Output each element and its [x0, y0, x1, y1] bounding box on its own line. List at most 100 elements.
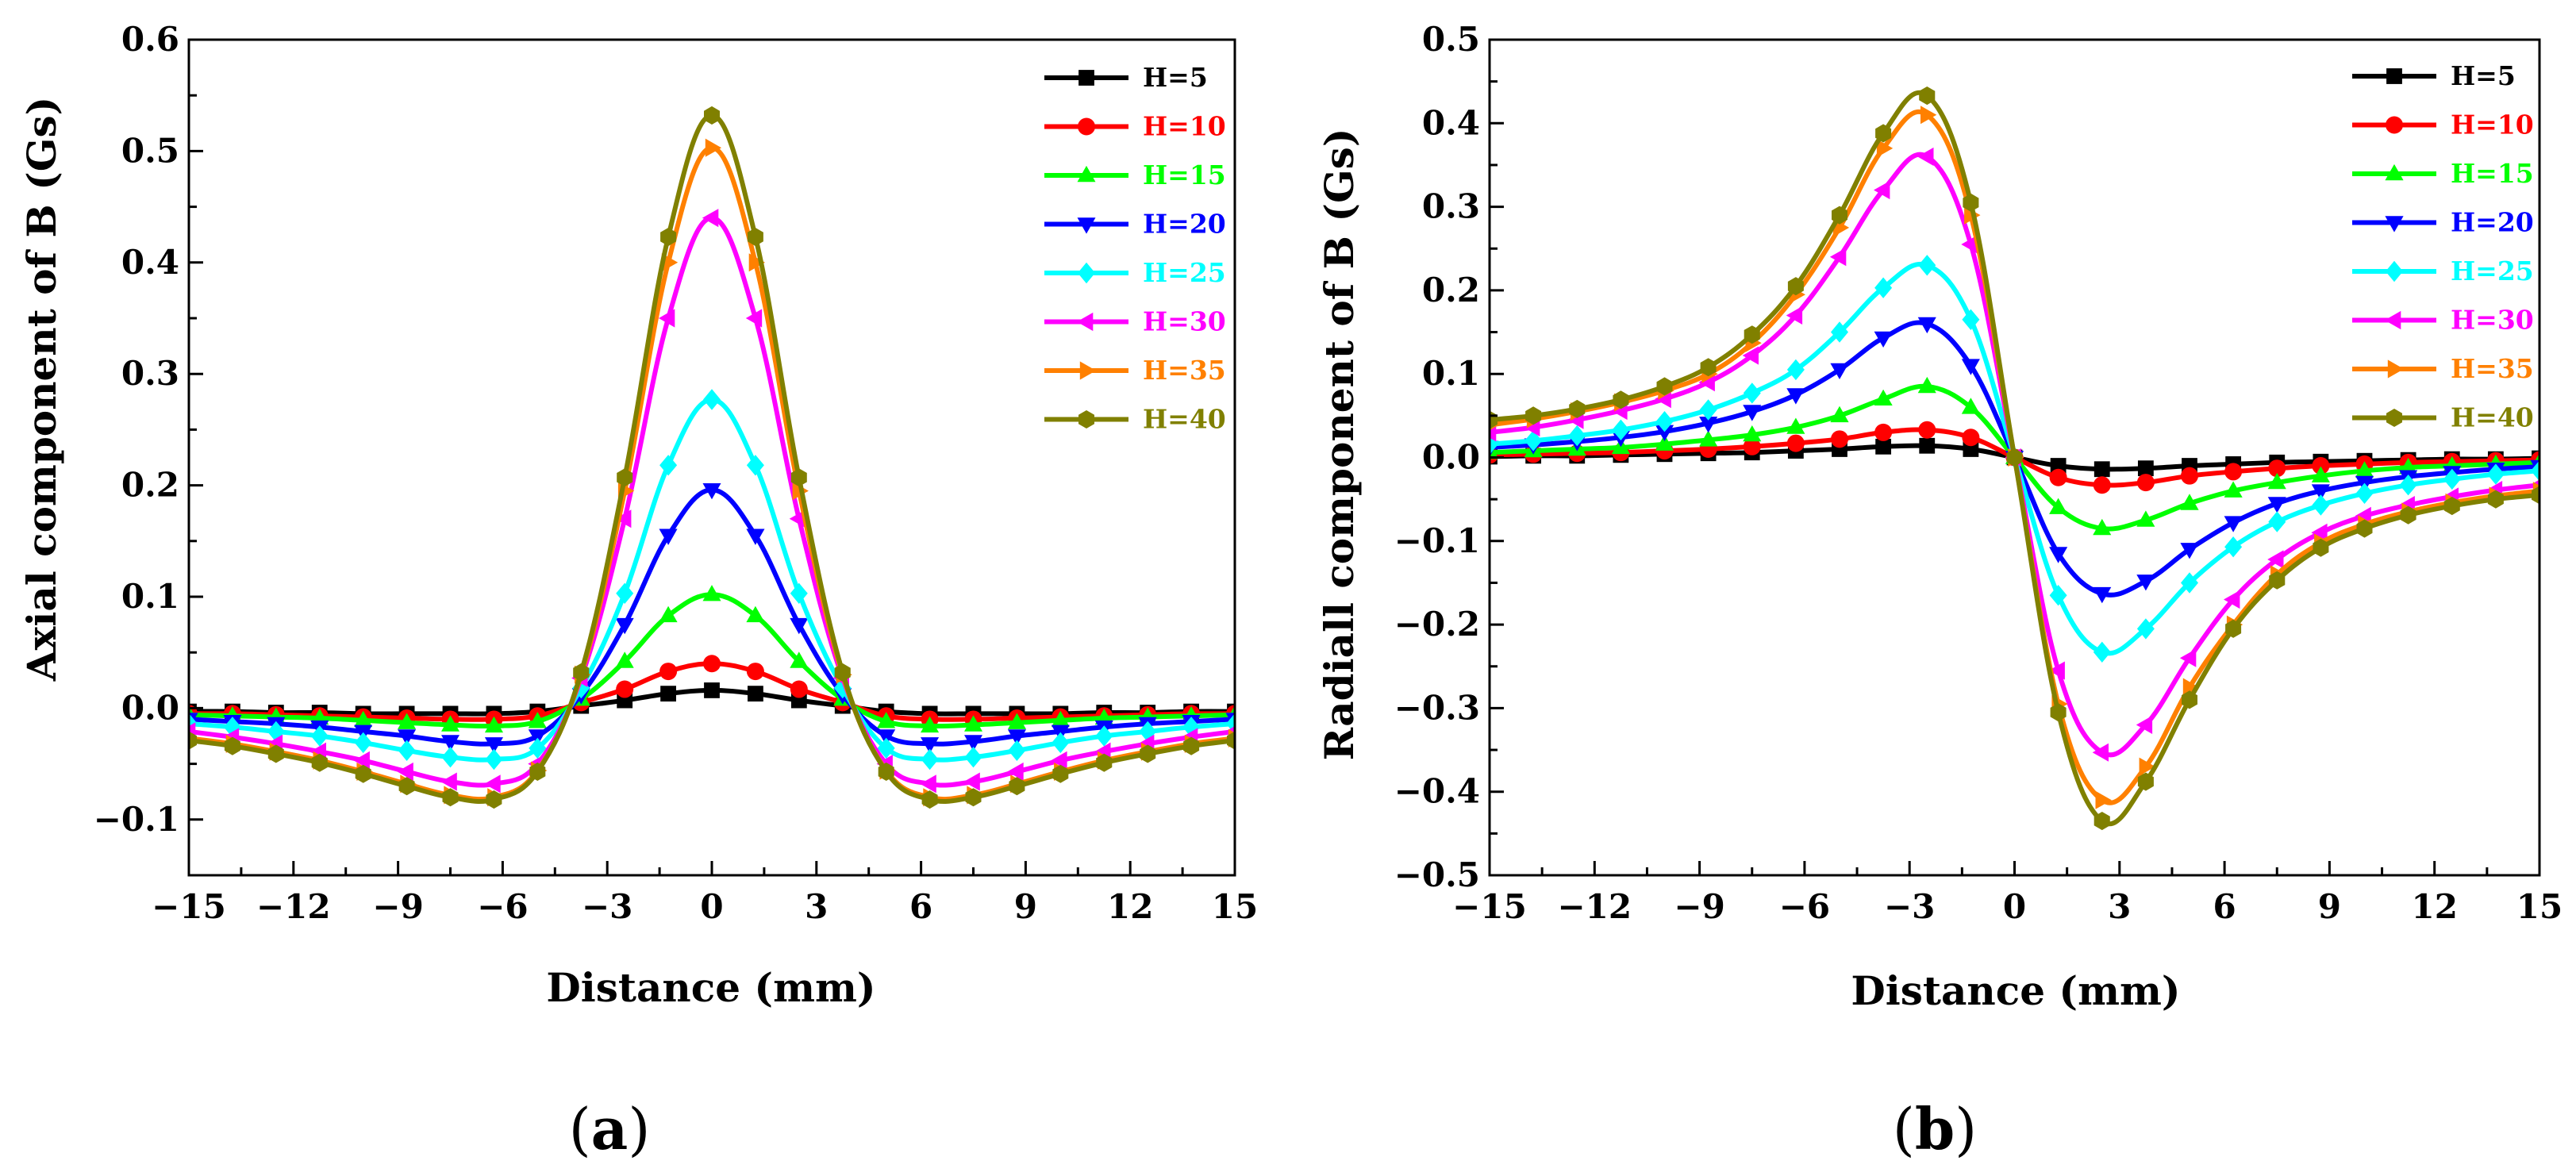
data-point	[964, 735, 982, 751]
data-point	[659, 605, 678, 623]
legend-label: H=10	[1143, 111, 1226, 142]
data-point	[2136, 510, 2155, 527]
data-point	[965, 788, 982, 807]
data-point	[2224, 536, 2243, 558]
data-point	[1612, 419, 1630, 440]
y-axis-title-b: Radiall component of B (Gs)	[1316, 129, 1363, 761]
data-point	[354, 710, 373, 728]
legend-item: H=5	[1044, 62, 1208, 93]
data-point	[1917, 147, 1934, 166]
data-point	[2312, 457, 2330, 475]
data-point	[1875, 438, 1892, 455]
legend-marker	[2386, 116, 2403, 134]
data-point	[745, 309, 763, 328]
data-point	[189, 731, 197, 750]
data-point	[1829, 248, 1847, 267]
data-point	[1051, 710, 1070, 728]
data-point	[702, 483, 721, 500]
legend-marker	[1077, 165, 1096, 183]
data-point	[659, 528, 678, 545]
data-point	[267, 744, 284, 763]
legend-a: H=5 H=10 H=15 H=20 H=25 H=30 H=35 H=40	[1044, 62, 1226, 435]
data-point	[1920, 106, 1937, 125]
data-point	[2487, 490, 2504, 509]
data-point	[2049, 468, 2067, 486]
data-point	[1830, 405, 1849, 423]
x-tick-label: 15	[2516, 887, 2563, 926]
x-tick-label: 12	[1107, 887, 1153, 926]
legend-marker	[2387, 359, 2405, 379]
data-point	[2093, 461, 2110, 478]
y-tick-label: −0.4	[1394, 772, 1480, 811]
data-point	[2181, 467, 2198, 485]
x-tick-label: 15	[1212, 887, 1258, 926]
data-point	[2400, 505, 2416, 525]
data-point	[660, 686, 676, 702]
x-axis-b: −15 −12 −9 −6 −3 0 3 6 9 12 15	[1452, 861, 2563, 926]
data-point	[1962, 429, 1980, 447]
y-tick-label: 0.5	[1422, 20, 1480, 59]
data-point	[311, 753, 328, 772]
data-point	[877, 737, 895, 759]
data-point	[1786, 388, 1805, 405]
legend-marker	[1079, 361, 1097, 380]
legend-item: H=35	[2352, 353, 2534, 384]
data-point	[1919, 437, 1936, 454]
data-point	[398, 777, 415, 796]
data-point	[310, 725, 329, 747]
data-point	[484, 774, 501, 794]
data-point	[921, 790, 938, 809]
data-point	[1656, 377, 1673, 396]
data-point	[659, 663, 678, 681]
legend-item: H=35	[1044, 355, 1226, 386]
data-point	[1140, 744, 1156, 763]
chart-panel-b: H=5 H=10 H=15 H=20 H=25 H=30 H=35 H=40 −0.5 −0.4…	[1316, 20, 2563, 1163]
data-point	[615, 651, 634, 668]
data-point	[790, 468, 807, 487]
data-point	[2311, 484, 2330, 501]
data-point	[2049, 547, 2068, 563]
legend-item: H=15	[2352, 158, 2534, 189]
x-tick-label: −9	[372, 887, 423, 926]
x-axis-title-b: Distance (mm)	[1851, 967, 2180, 1014]
data-point	[1830, 363, 1849, 379]
legend-item: H=5	[2352, 60, 2516, 91]
data-point	[2048, 661, 2065, 680]
data-point	[2050, 703, 2067, 722]
data-point	[1918, 255, 1936, 276]
legend-item: H=20	[1044, 209, 1226, 240]
data-point	[1874, 277, 1893, 298]
y-tick-label: −0.1	[94, 800, 179, 839]
data-point	[353, 751, 370, 770]
x-tick-label: −15	[1452, 887, 1527, 926]
data-point	[1963, 193, 1979, 212]
data-point	[2224, 516, 2243, 532]
data-point	[1786, 306, 1803, 325]
data-point	[2311, 523, 2328, 542]
data-point	[1786, 417, 1805, 434]
legend-b: H=5 H=10 H=15 H=20 H=25 H=30 H=35 H=40	[2352, 60, 2534, 433]
caption-b-open: (	[1893, 1096, 1915, 1163]
data-point	[703, 655, 721, 673]
data-point	[1919, 86, 1936, 106]
data-point	[1831, 430, 1848, 448]
data-point	[964, 747, 982, 768]
x-tick-label: 0	[2003, 887, 2026, 926]
data-point	[1917, 376, 1936, 394]
data-point	[1744, 325, 1760, 344]
data-point	[484, 737, 503, 754]
x-tick-label: 6	[909, 887, 932, 926]
legend-marker	[2386, 260, 2403, 282]
legend-marker	[1077, 217, 1096, 234]
data-point	[397, 762, 413, 781]
data-point	[2136, 715, 2153, 734]
data-point	[2443, 497, 2460, 516]
x-tick-label: −15	[152, 887, 226, 926]
data-point	[746, 455, 764, 476]
data-point	[616, 582, 634, 604]
data-point	[2267, 550, 2284, 569]
data-point	[1655, 425, 1674, 441]
data-point	[1699, 399, 1717, 421]
data-point	[704, 682, 720, 698]
